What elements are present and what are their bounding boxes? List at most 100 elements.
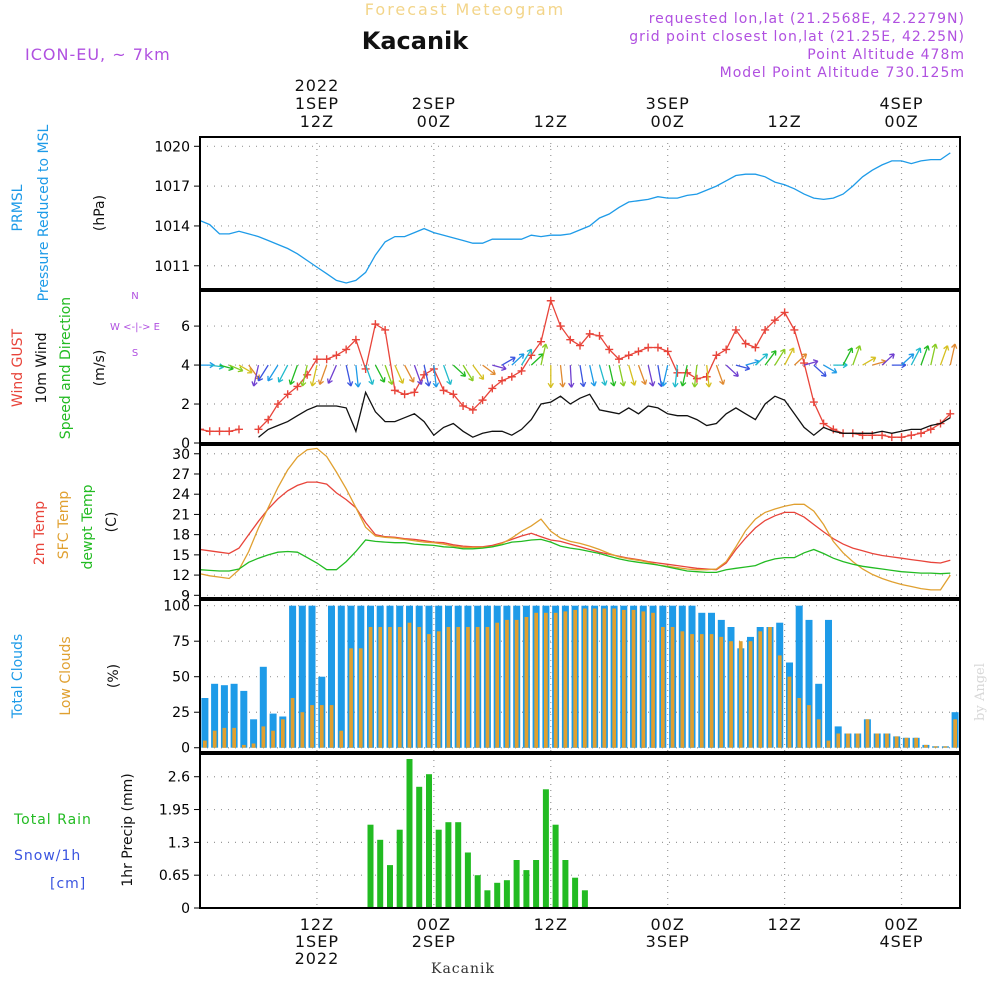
temp-dewpt-label: dewpt Temp: [80, 484, 96, 569]
clouds-plot-area: [201, 605, 959, 748]
wind-direction-arrow: [442, 364, 453, 386]
precip-bar-total-rain: [523, 870, 530, 908]
low-clouds-label: Low Clouds: [58, 636, 74, 715]
clouds-bar-low-clouds: [787, 676, 792, 748]
precip-bar-total-rain: [503, 880, 510, 908]
clouds-bar-low-clouds: [865, 719, 870, 748]
wind-direction-arrow: [618, 364, 627, 387]
clouds-bar-total-clouds: [201, 698, 209, 748]
wind-direction-arrow: [413, 364, 424, 386]
clouds-bar-total-clouds: [269, 713, 277, 748]
top-time-label: 00Z: [884, 112, 918, 131]
temperature-plot-area: [200, 447, 951, 591]
header-grid-coords: grid point closest lon,lat (21.25E, 42.2…: [629, 29, 965, 45]
gust-point-marker: [478, 396, 487, 405]
clouds-bar-total-clouds: [240, 690, 248, 748]
gust-point-marker: [829, 425, 838, 434]
clouds-bar-low-clouds: [514, 619, 519, 748]
clouds-bar-low-clouds: [397, 627, 402, 748]
wind-direction-arrow: [277, 364, 289, 383]
wind-direction-arrow: [881, 353, 895, 366]
bottom-time-label: 2SEP: [412, 932, 456, 951]
clouds-bar-low-clouds: [777, 655, 782, 748]
gust-point-marker: [566, 335, 575, 344]
clouds-bar-total-clouds: [259, 666, 267, 748]
clouds-y-tick-label: 25: [172, 705, 190, 721]
bottom-time-label: 00Z: [417, 915, 451, 934]
clouds-bar-total-clouds: [825, 619, 832, 748]
header-requested-coords: requested lon,lat (21.2568E, 42.2279N): [649, 11, 965, 27]
wind-direction-arrow: [520, 348, 533, 366]
wind-direction-arrow: [745, 359, 760, 366]
gust-point-marker: [819, 419, 828, 428]
wind-direction-arrow: [735, 364, 751, 372]
clouds-panel: 0 25 50 75 100: [163, 599, 961, 757]
precip-bar-total-rain: [426, 774, 432, 908]
gust-point-marker: [381, 325, 390, 334]
wind-direction-arrow: [482, 364, 496, 376]
gust-point-marker: [556, 322, 565, 331]
temperature-series-sfc-temp: [200, 447, 951, 591]
gust-point-marker: [653, 343, 662, 352]
temp-2m-label: 2m Temp: [32, 501, 48, 565]
compass-n-label: N: [131, 291, 138, 302]
top-time-label: 12Z: [767, 112, 801, 131]
header-location-name: Kacanik: [362, 27, 470, 55]
precip-y-tick-label: 0: [181, 901, 190, 917]
clouds-bar-low-clouds: [661, 627, 665, 748]
pressure-y-tick-label: 1014: [154, 219, 190, 235]
clouds-bar-low-clouds: [563, 611, 568, 748]
clouds-bar-low-clouds: [573, 609, 577, 748]
gust-point-marker: [488, 384, 497, 393]
wind-frame: [199, 290, 961, 444]
clouds-bar-low-clouds: [690, 634, 694, 748]
gust-point-marker: [225, 427, 234, 436]
gust-point-marker: [605, 345, 614, 354]
panel2-side-labels: Wind GUST 10m Wind Speed and Direction (…: [10, 291, 160, 439]
clouds-unit-label: (%): [106, 664, 122, 688]
gust-point-marker: [410, 388, 419, 397]
clouds-bar-low-clouds: [924, 744, 928, 748]
prmsl-unit-label: (hPa): [92, 195, 108, 231]
clouds-bar-low-clouds: [797, 698, 802, 748]
wind-direction-arrow: [862, 356, 877, 366]
gust-point-marker: [868, 431, 877, 440]
wind-direction-arrow: [672, 365, 679, 388]
gust-point-marker: [761, 325, 770, 334]
clouds-y-tick-label: 100: [163, 599, 190, 615]
wind-direction-arrow: [251, 364, 260, 387]
precip-bar-total-rain: [396, 829, 403, 908]
clouds-bar-low-clouds: [709, 634, 714, 748]
temperature-y-tick-label: 18: [172, 528, 190, 544]
precip-plot-area: [367, 759, 588, 908]
gust-point-marker: [400, 390, 409, 399]
wind-direction-arrow: [705, 365, 712, 388]
gust-point-marker: [585, 329, 594, 338]
wind-direction-arrow: [842, 347, 854, 366]
gust-point-marker: [770, 316, 779, 325]
clouds-bar-low-clouds: [446, 627, 451, 748]
wind-direction-arrow: [472, 364, 485, 381]
wind-direction-arrow: [833, 361, 848, 369]
wind-direction-arrow: [598, 364, 608, 386]
clouds-bar-low-clouds: [894, 736, 899, 748]
precip-y-tick-label: 1.95: [159, 803, 190, 819]
precip-bar-total-rain: [377, 839, 384, 908]
gust-point-marker: [351, 335, 360, 344]
gust-point-marker: [712, 351, 721, 360]
wind-direction-arrow: [803, 359, 819, 366]
wind-direction-arrow: [354, 365, 362, 388]
wind-direction-arrow: [228, 364, 244, 373]
wind-panel: 0 2 4 6: [181, 290, 961, 452]
clouds-bar-low-clouds: [407, 622, 412, 748]
clouds-bar-low-clouds: [904, 737, 909, 748]
pressure-y-tick-label: 1017: [154, 179, 190, 195]
gust-point-marker: [692, 374, 701, 383]
bottom-time-label: 00Z: [651, 915, 685, 934]
precip-bar-total-rain: [455, 822, 462, 908]
wind-direction-arrow: [657, 364, 665, 388]
clouds-bar-low-clouds: [319, 705, 324, 748]
wind-direction-arrow: [608, 364, 617, 387]
clouds-bar-low-clouds: [212, 730, 217, 748]
wind-direction-arrow: [423, 364, 432, 387]
